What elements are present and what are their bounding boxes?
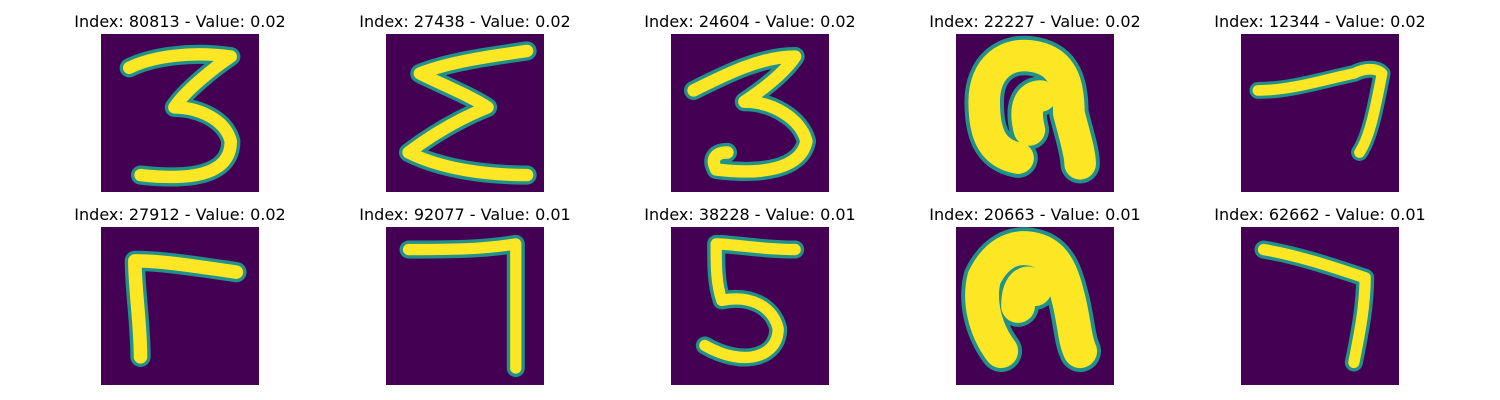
digit-image-n [956,227,1114,385]
panel-title: Index: 27438 - Value: 0.02 [359,12,571,31]
panel-title: Index: 27912 - Value: 0.02 [74,205,286,224]
panel-4: Index: 22227 - Value: 0.02 [905,12,1165,202]
digit-image-n [956,34,1114,192]
panel-7: Index: 92077 - Value: 0.01 [335,205,595,395]
panel-5: Index: 12344 - Value: 0.02 [1190,12,1450,202]
panel-10: Index: 62662 - Value: 0.01 [1190,205,1450,395]
panel-title: Index: 92077 - Value: 0.01 [359,205,571,224]
panel-3: Index: 24604 - Value: 0.02 [620,12,880,202]
digit-image-e [386,34,544,192]
digit-image-5 [671,227,829,385]
digit-image-3 [671,34,829,192]
panel-title: Index: 80813 - Value: 0.02 [74,12,286,31]
panel-title: Index: 62662 - Value: 0.01 [1214,205,1426,224]
panel-9: Index: 20663 - Value: 0.01 [905,205,1165,395]
panel-title: Index: 22227 - Value: 0.02 [929,12,1141,31]
panel-title: Index: 20663 - Value: 0.01 [929,205,1141,224]
digit-image-7 [386,227,544,385]
digit-image-r [101,227,259,385]
panel-8: Index: 38228 - Value: 0.01 [620,205,880,395]
panel-title: Index: 38228 - Value: 0.01 [644,205,856,224]
digit-image-7 [1241,227,1399,385]
panel-1: Index: 80813 - Value: 0.02 [50,12,310,202]
digit-image-3 [101,34,259,192]
panel-title: Index: 24604 - Value: 0.02 [644,12,856,31]
panel-6: Index: 27912 - Value: 0.02 [50,205,310,395]
panel-2: Index: 27438 - Value: 0.02 [335,12,595,202]
digit-image-7 [1241,34,1399,192]
panel-title: Index: 12344 - Value: 0.02 [1214,12,1426,31]
